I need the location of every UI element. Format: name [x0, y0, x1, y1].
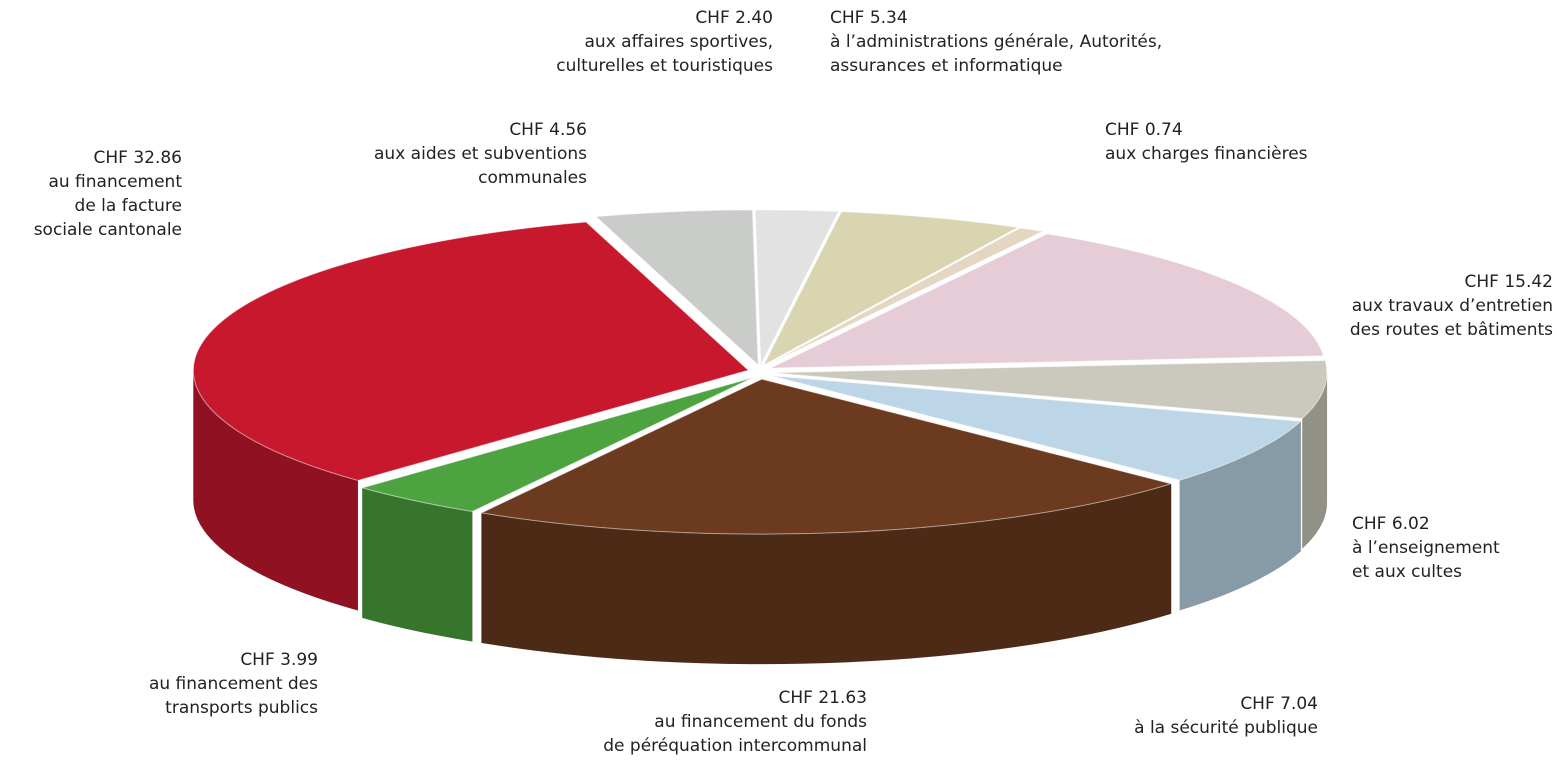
chart: CHF 4.56aux aides et subventions communa… — [0, 0, 1557, 774]
category-label: à la sécurité publique — [1134, 716, 1318, 740]
category-label: aux affaires sportives, culturelles et t… — [556, 30, 773, 78]
value-label: CHF 4.56 — [374, 118, 587, 142]
value-label: CHF 3.99 — [149, 648, 318, 672]
category-label: aux aides et subventions communales — [374, 142, 587, 190]
value-label: CHF 5.34 — [830, 6, 1162, 30]
value-label: CHF 2.40 — [556, 6, 773, 30]
category-label: au financement des transports publics — [149, 672, 318, 720]
category-label: aux travaux d’entretien des routes et bâ… — [1350, 294, 1553, 342]
category-label: au financement du fonds de péréquation i… — [603, 710, 867, 758]
pie-tops — [193, 210, 1327, 534]
category-label: à l’enseignement et aux cultes — [1352, 536, 1500, 584]
category-label: à l’administrations générale, Autorités,… — [830, 30, 1162, 78]
slice-side — [362, 488, 472, 642]
category-label: au financement de la facture sociale can… — [34, 170, 182, 242]
value-label: CHF 0.74 — [1105, 118, 1308, 142]
value-label: CHF 7.04 — [1134, 692, 1318, 716]
value-label: CHF 15.42 — [1350, 270, 1553, 294]
value-label: CHF 21.63 — [603, 686, 867, 710]
value-label: CHF 6.02 — [1352, 512, 1500, 536]
category-label: aux charges financières — [1105, 142, 1308, 166]
value-label: CHF 32.86 — [34, 146, 182, 170]
